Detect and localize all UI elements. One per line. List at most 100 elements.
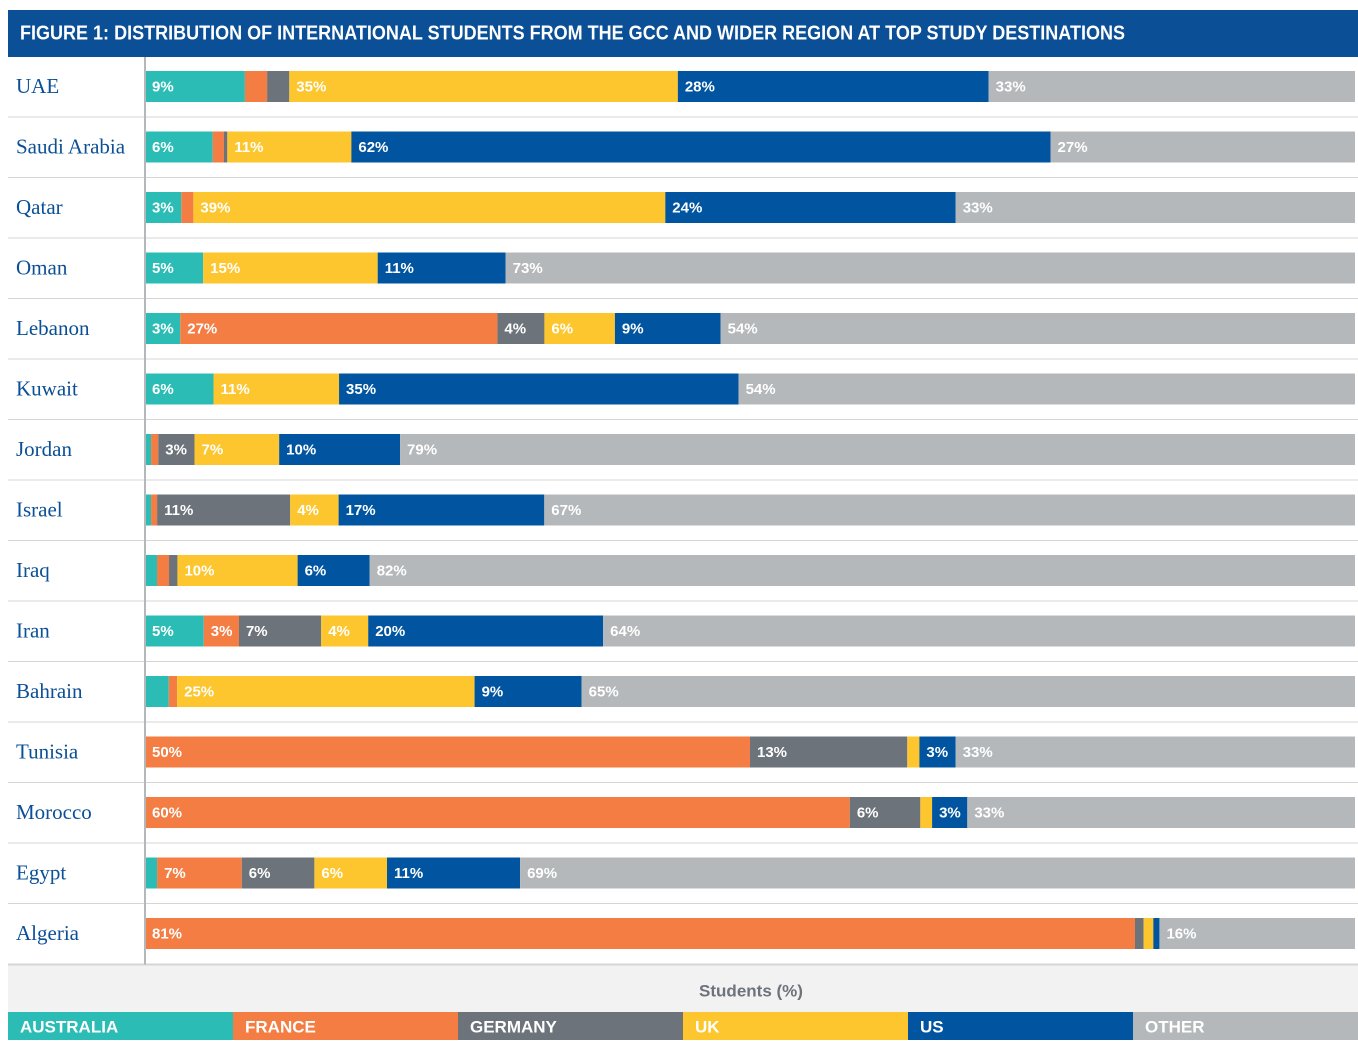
value-label: 82% [377, 562, 407, 579]
value-label: 6% [305, 562, 327, 579]
value-label: 3% [939, 804, 961, 821]
value-label: 39% [200, 199, 230, 216]
legend-swatch [8, 1012, 233, 1040]
value-label: 5% [152, 623, 174, 640]
bar-segment [351, 131, 1051, 163]
value-label: 65% [589, 683, 619, 700]
value-label: 64% [610, 623, 640, 640]
bar-segment [581, 676, 1355, 707]
bar-segment [212, 131, 224, 163]
value-label: 10% [286, 441, 316, 458]
bar-segment [849, 797, 921, 828]
value-label: 50% [152, 744, 182, 761]
bar-segment [920, 797, 933, 828]
bar-segment [145, 857, 158, 889]
bar-segment [145, 736, 750, 768]
legend-label: GERMANY [470, 1017, 558, 1036]
category-label: Lebanon [16, 316, 90, 340]
bar-segment [244, 71, 268, 102]
value-label: 15% [210, 260, 240, 277]
category-label: Israel [16, 498, 63, 522]
bar-segment [544, 494, 1355, 526]
bar-segment [213, 373, 340, 405]
bar-segment [368, 615, 604, 647]
value-label: 6% [152, 381, 174, 398]
value-label: 62% [358, 139, 388, 156]
value-label: 10% [184, 562, 214, 579]
category-label: Saudi Arabia [16, 135, 126, 159]
value-label: 11% [234, 139, 263, 156]
bar-segment [314, 857, 387, 889]
bar-segment [297, 555, 370, 586]
bar-segment [505, 252, 1355, 284]
category-label: Qatar [16, 195, 63, 219]
value-label: 7% [164, 865, 186, 882]
chart-title: FIGURE 1: DISTRIBUTION OF INTERNATIONAL … [20, 22, 1125, 44]
legend-label: UK [695, 1017, 720, 1036]
value-label: 16% [1166, 925, 1196, 942]
bar-segment [497, 313, 545, 344]
value-label: 69% [527, 865, 557, 882]
bar-segment [603, 615, 1355, 647]
bar-segment [203, 252, 378, 284]
value-label: 11% [385, 260, 414, 277]
value-label: 6% [249, 865, 271, 882]
bar-segment [145, 192, 182, 223]
category-label: Iraq [16, 558, 50, 582]
bar-segment [145, 252, 204, 284]
legend-swatch [683, 1012, 908, 1040]
bar-segment [289, 71, 678, 102]
bar-segment [145, 434, 152, 465]
bar-segment [544, 313, 615, 344]
value-label: 11% [220, 381, 249, 398]
bar-segment [677, 71, 989, 102]
bar-segment [932, 797, 968, 828]
bar-segment [339, 373, 739, 405]
bar-segment [194, 434, 280, 465]
bar-segment [227, 131, 352, 163]
bar-segment [145, 313, 181, 344]
value-label: 9% [152, 78, 174, 95]
value-label: 20% [375, 623, 405, 640]
bar-segment [157, 555, 170, 586]
value-label: 11% [164, 502, 193, 519]
bar-segment [241, 857, 315, 889]
legend-swatch [458, 1012, 683, 1040]
value-label: 4% [504, 320, 526, 337]
value-label: 25% [184, 683, 214, 700]
bar-segment [177, 676, 475, 707]
value-label: 6% [321, 865, 343, 882]
value-label: 6% [857, 804, 879, 821]
value-label: 73% [513, 260, 543, 277]
bar-segment [474, 676, 582, 707]
value-label: 54% [746, 381, 776, 398]
bar-segment [145, 373, 214, 405]
bar-segment [145, 676, 169, 707]
value-label: 17% [346, 502, 376, 519]
bar-segment [750, 736, 908, 768]
bar-segment [665, 192, 956, 223]
bar-segment [955, 192, 1355, 223]
x-axis-label: Students (%) [699, 981, 803, 1000]
bar-segment [321, 615, 369, 647]
bar-segment [158, 434, 195, 465]
bar-segment [151, 434, 159, 465]
value-label: 4% [297, 502, 319, 519]
value-label: 3% [152, 199, 174, 216]
value-label: 3% [165, 441, 187, 458]
value-label: 4% [328, 623, 350, 640]
bar-segment [1153, 918, 1160, 949]
value-label: 79% [407, 441, 437, 458]
bar-segment [907, 736, 920, 768]
value-label: 81% [152, 925, 182, 942]
bar-segment [168, 676, 178, 707]
bar-segment [279, 434, 401, 465]
bar-segment [967, 797, 1355, 828]
bar-segment [177, 555, 298, 586]
value-label: 3% [926, 744, 948, 761]
bar-segment [919, 736, 956, 768]
bar-segment [290, 494, 339, 526]
value-label: 3% [211, 623, 233, 640]
value-label: 67% [551, 502, 581, 519]
